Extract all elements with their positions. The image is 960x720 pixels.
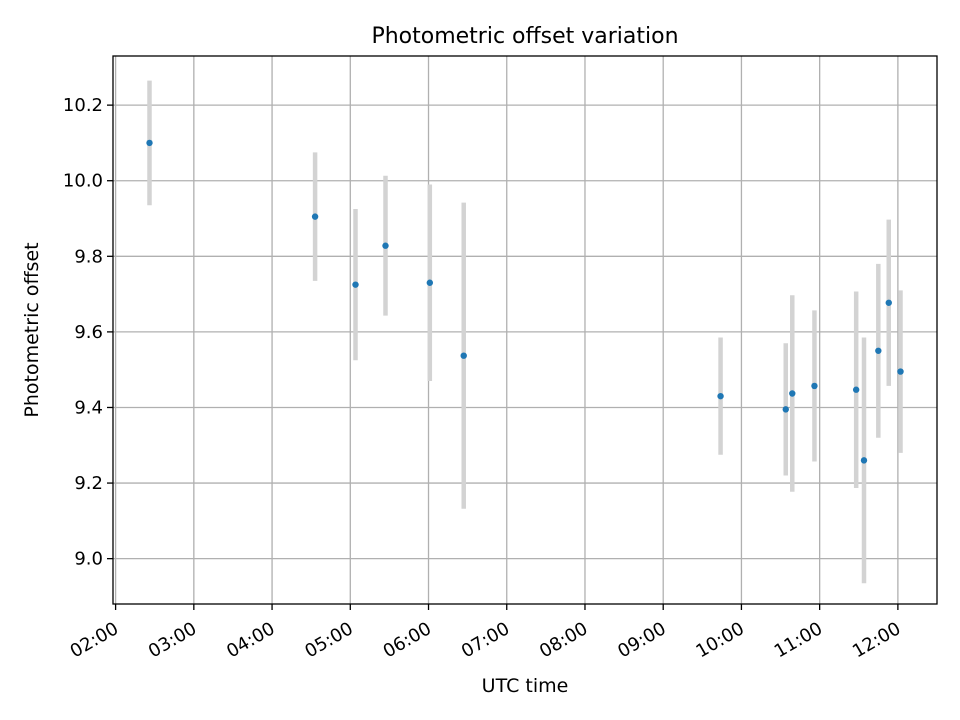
data-point [860, 457, 868, 464]
data-point [897, 368, 904, 375]
data-points [146, 139, 904, 464]
data-point [811, 382, 818, 390]
plot-frame [112, 55, 938, 605]
y-tick-label: 9.4 [74, 397, 103, 418]
data-point [852, 386, 860, 393]
data-point [885, 299, 892, 306]
data-point [382, 242, 389, 249]
x-axis-label: UTC time [482, 675, 569, 697]
data-point [352, 281, 359, 288]
chart-title: Photometric offset variation [371, 24, 678, 49]
data-point [311, 213, 319, 220]
y-tick-label: 9.6 [74, 322, 103, 343]
y-axis-ticks: 9.0 9.2 9.4 9.6 9.8 10.0 10.2 [63, 95, 113, 570]
y-tick-label: 9.2 [74, 473, 103, 494]
y-tick-label: 9.8 [74, 246, 103, 267]
data-point [789, 390, 796, 397]
data-point [717, 392, 724, 400]
data-point [460, 352, 467, 359]
y-tick-label: 9.0 [74, 549, 103, 570]
y-axis-label: Photometric offset [21, 242, 43, 417]
data-point [146, 139, 153, 147]
y-tick-label: 10.2 [63, 95, 103, 116]
data-point [875, 347, 882, 354]
data-point [426, 279, 434, 286]
y-tick-label: 10.0 [63, 171, 103, 192]
grid [113, 56, 937, 604]
data-point [782, 406, 789, 413]
